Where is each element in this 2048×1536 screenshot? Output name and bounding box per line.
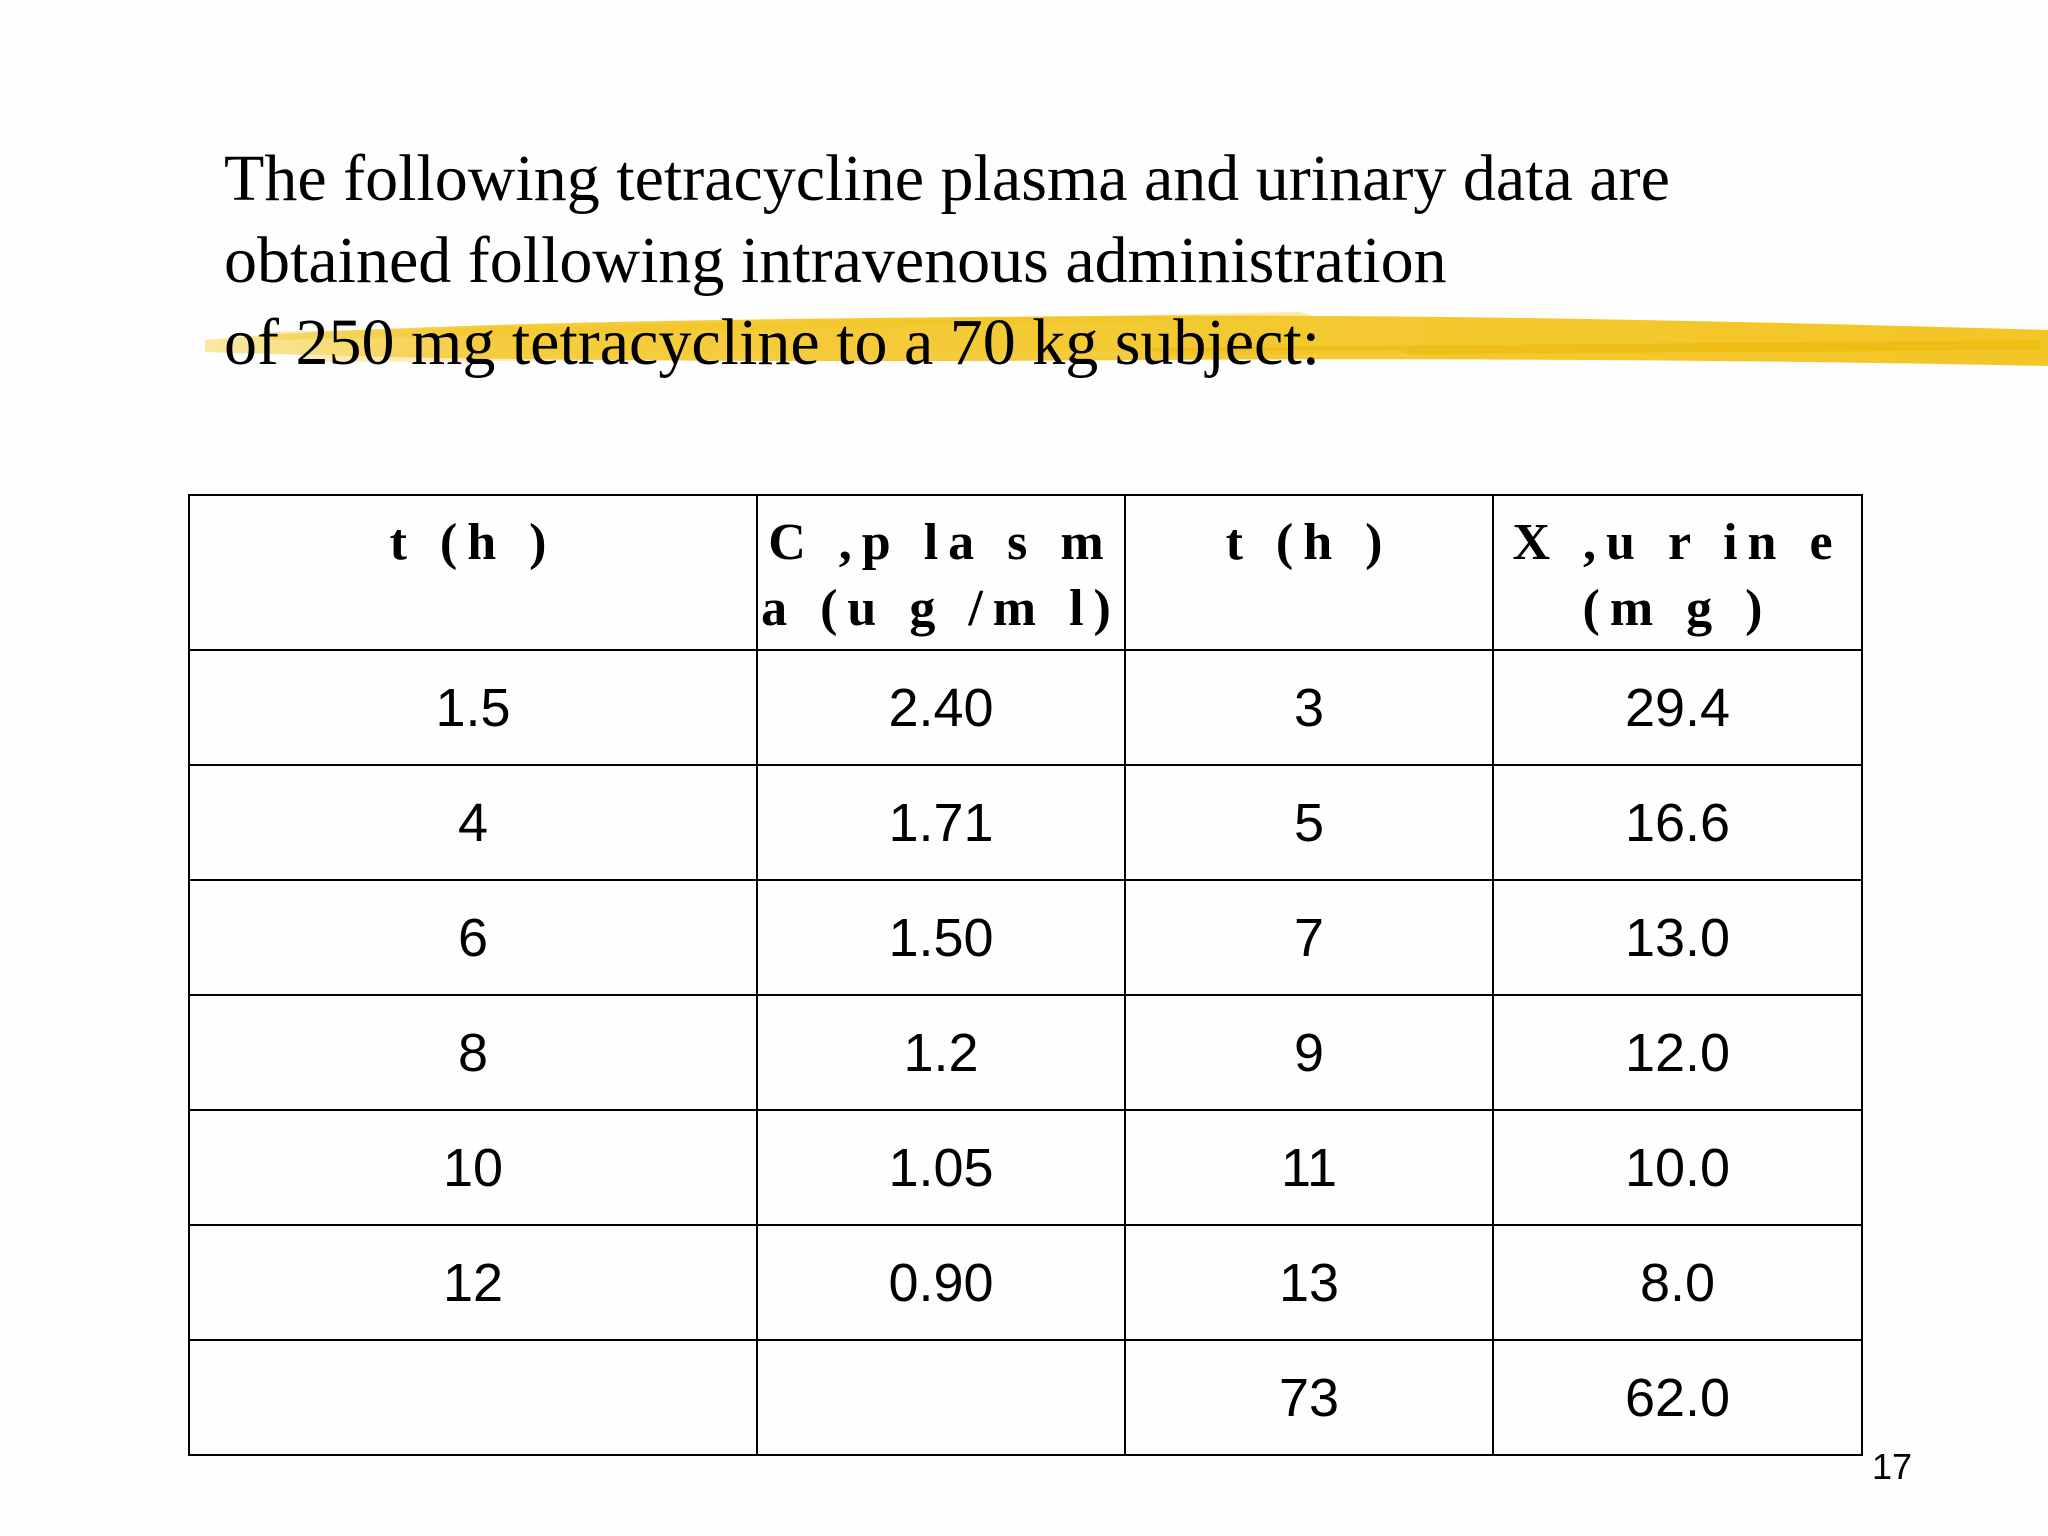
page-number: 17 (1872, 1446, 1913, 1487)
cell-plasma-concentration: 1.71 (756, 764, 1126, 881)
title-line-2: obtained following intravenous administr… (224, 224, 1447, 297)
highlighter-stroke (205, 312, 2048, 366)
cell-time-plasma: 6 (188, 879, 758, 996)
cell-time-urine: 3 (1124, 649, 1494, 766)
cell-plasma-concentration: 1.2 (756, 994, 1126, 1111)
cell-plasma-concentration (756, 1339, 1126, 1456)
cell-plasma-concentration: 2.40 (756, 649, 1126, 766)
cell-time-urine: 5 (1124, 764, 1494, 881)
cell-time-urine: 9 (1124, 994, 1494, 1111)
cell-time-urine: 73 (1124, 1339, 1494, 1456)
cell-time-plasma: 10 (188, 1109, 758, 1226)
data-table: t (h ) C ,p la s m a (u g /m l) t (h ) X… (188, 494, 1863, 1456)
header-row: t (h ) C ,p la s m a (u g /m l) t (h ) X… (188, 494, 1863, 651)
cell-time-plasma: 1.5 (188, 649, 758, 766)
cell-urine-amount: 10.0 (1492, 1109, 1863, 1226)
cell-plasma-concentration: 0.90 (756, 1224, 1126, 1341)
cell-urine-amount: 62.0 (1492, 1339, 1863, 1456)
cell-time-plasma (188, 1339, 758, 1456)
header-plasma-concentration: C ,p la s m a (u g /m l) (756, 494, 1126, 651)
cell-plasma-concentration: 1.05 (756, 1109, 1126, 1226)
title-line-1: The following tetracycline plasma and ur… (224, 142, 1670, 215)
slide-title: The following tetracycline plasma and ur… (224, 138, 1924, 384)
cell-time-plasma: 8 (188, 994, 758, 1111)
cell-time-plasma: 4 (188, 764, 758, 881)
cell-urine-amount: 16.6 (1492, 764, 1863, 881)
cell-urine-amount: 29.4 (1492, 649, 1863, 766)
cell-time-urine: 11 (1124, 1109, 1494, 1226)
cell-time-urine: 13 (1124, 1224, 1494, 1341)
table-row: 8 1.2 9 12.0 (188, 994, 1863, 1111)
table-row: 12 0.90 13 8.0 (188, 1224, 1863, 1341)
cell-time-urine: 7 (1124, 879, 1494, 996)
title-line-3: of 250 mg tetracycline to a 70 kg subjec… (224, 306, 1321, 379)
table-row: 10 1.05 11 10.0 (188, 1109, 1863, 1226)
cell-plasma-concentration: 1.50 (756, 879, 1126, 996)
table-row: 1.5 2.40 3 29.4 (188, 649, 1863, 766)
header-time-urine: t (h ) (1124, 494, 1494, 651)
cell-urine-amount: 13.0 (1492, 879, 1863, 996)
cell-urine-amount: 12.0 (1492, 994, 1863, 1111)
table-row: 6 1.50 7 13.0 (188, 879, 1863, 996)
cell-time-plasma: 12 (188, 1224, 758, 1341)
header-time-plasma: t (h ) (188, 494, 758, 651)
table-row: 4 1.71 5 16.6 (188, 764, 1863, 881)
table-row: 73 62.0 (188, 1339, 1863, 1456)
header-urine-amount: X ,u r in e (m g ) (1492, 494, 1863, 651)
cell-urine-amount: 8.0 (1492, 1224, 1863, 1341)
